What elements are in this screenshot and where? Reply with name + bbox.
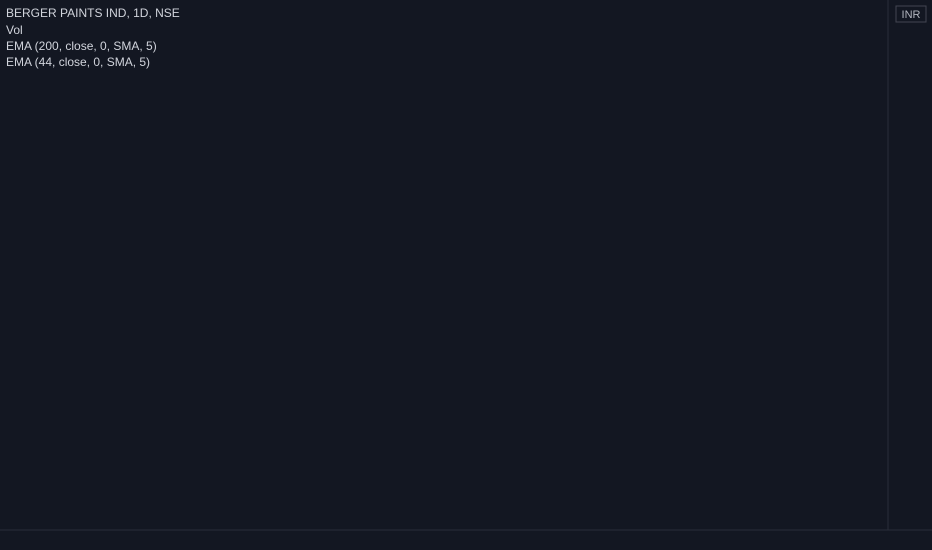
- chart-title: BERGER PAINTS IND, 1D, NSE: [6, 6, 180, 20]
- currency-box[interactable]: [895, 5, 927, 23]
- legend-entry: Vol: [6, 23, 23, 37]
- currency: INR: [902, 9, 921, 21]
- legend-entry: EMA (44, close, 0, SMA, 5): [6, 55, 150, 69]
- legend-entry: EMA (200, close, 0, SMA, 5): [6, 39, 157, 53]
